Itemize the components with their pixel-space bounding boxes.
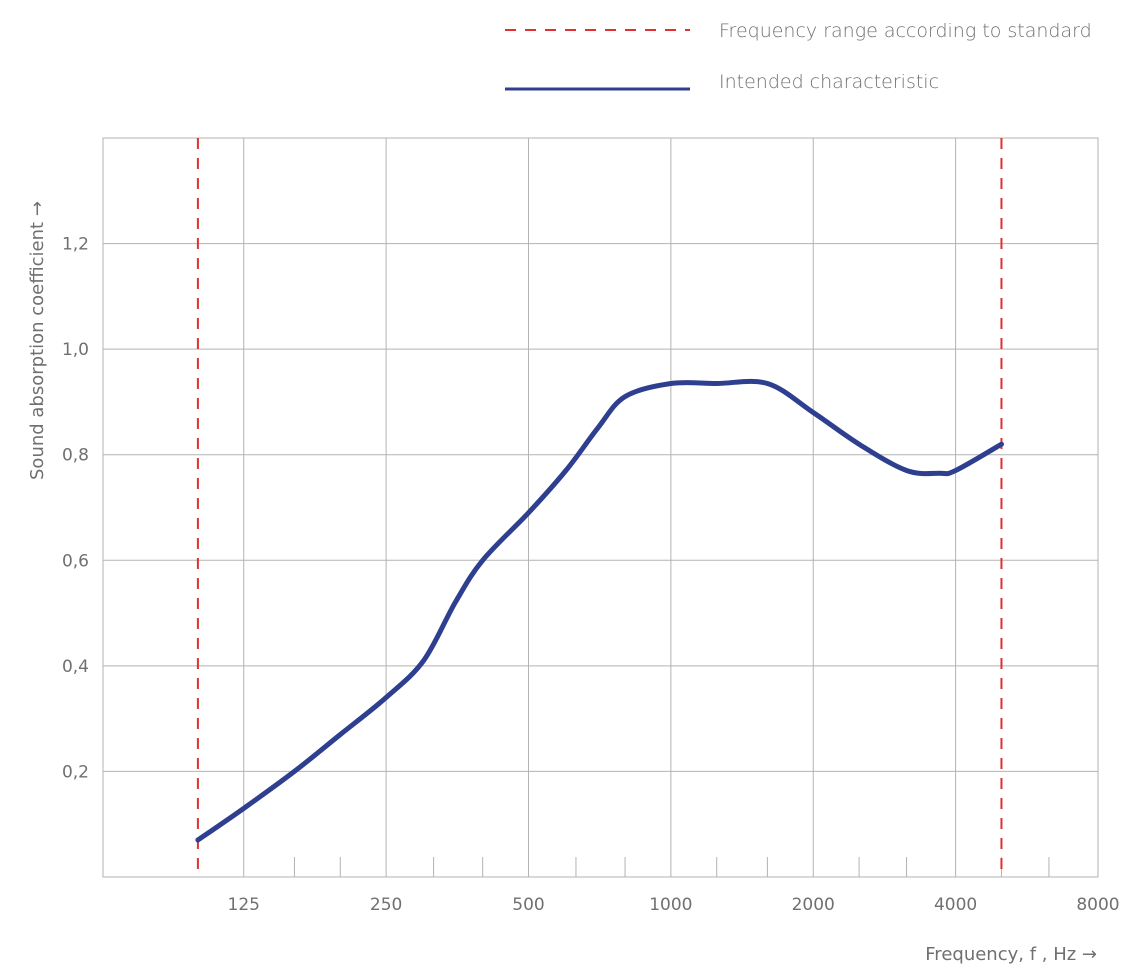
x-axis-label: Frequency, f , Hz →: [925, 944, 1097, 965]
plot-area: 0,2 0,4 0,6 0,8 1,0 1,2 125 250 500 1000 2000 4000 8…: [62, 138, 1120, 915]
x-tick-label: 500: [512, 895, 544, 915]
legend: Frequency range according to standard In…: [505, 20, 1092, 93]
legend-label-intended-characteristic: Intended characteristic: [719, 71, 939, 93]
plot-frame: [103, 138, 1098, 877]
x-tick-label: 1000: [649, 895, 692, 915]
y-tick-label: 1,2: [62, 235, 89, 255]
x-tick-label: 4000: [934, 895, 977, 915]
x-tick-label: 2000: [792, 895, 835, 915]
x-tick-label: 8000: [1076, 895, 1119, 915]
y-tick-label: 1,0: [62, 340, 89, 360]
y-axis-label: Sound absorption coefficient →: [27, 201, 48, 480]
y-tick-label: 0,2: [62, 762, 89, 782]
y-tick-label: 0,6: [62, 551, 89, 571]
y-tick-label: 0,4: [62, 657, 89, 677]
legend-label-frequency-range: Frequency range according to standard: [719, 20, 1092, 42]
y-tick-label: 0,8: [62, 446, 89, 466]
x-tick-label: 125: [228, 895, 260, 915]
x-tick-label: 250: [370, 895, 402, 915]
